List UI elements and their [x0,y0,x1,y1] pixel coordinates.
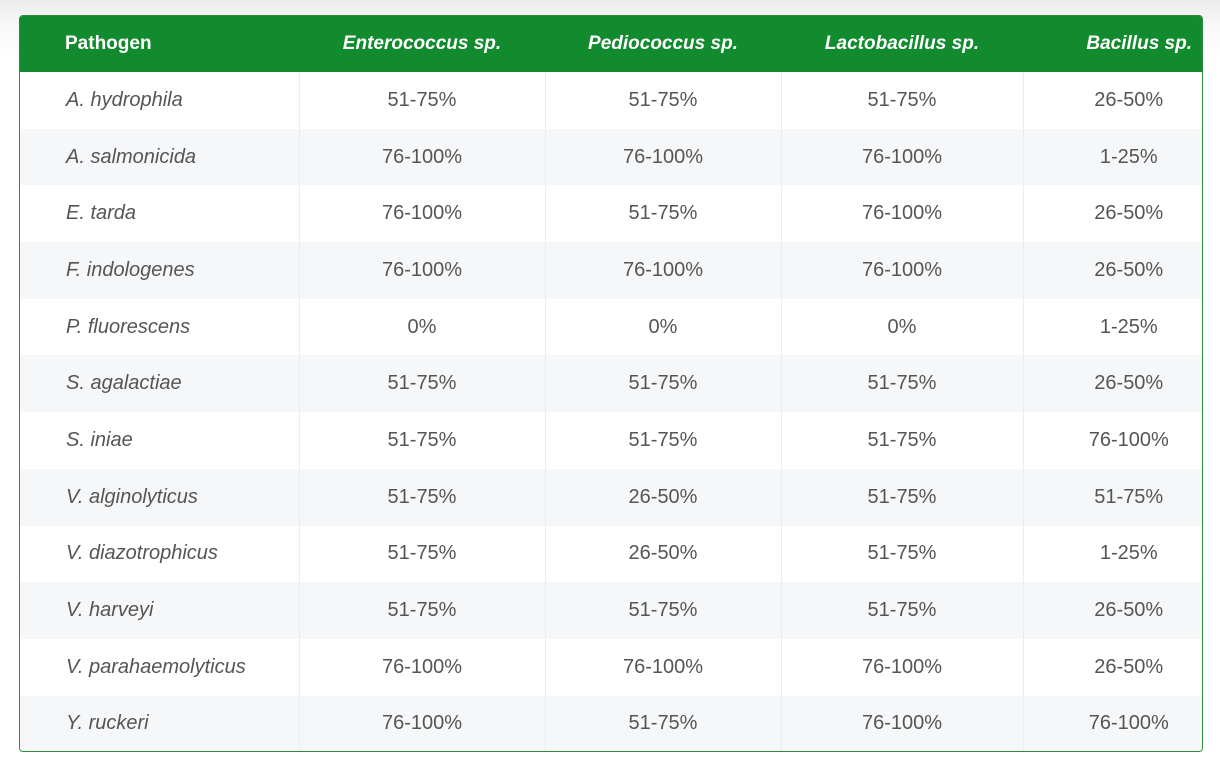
table-row: F. indologenes 76-100% 76-100% 76-100% 26-50… [20,242,1202,299]
lactobacillus-cell: 51-75% [780,468,1023,526]
table-row: S. agalactiae 51-75% 51-75% 51-75% 26-50% [20,355,1202,413]
table-row: V. alginolyticus 51-75% 26-50% 51-75% 51-75% [20,468,1202,526]
table-row: V. diazotrophicus 51-75% 26-50% 51-75% 1-25% [20,525,1202,583]
pathogen-cell: Y. ruckeri [66,712,149,735]
pediococcus-cell: 0% [544,298,781,356]
enterococcus-cell: 76-100% [298,695,545,751]
lactobacillus-cell: 76-100% [780,695,1023,751]
header-cell-pediococcus: Pediococcus sp. [588,33,738,54]
table-row: V. parahaemolyticus 76-100% 76-100% 76-100%… [20,638,1202,696]
pediococcus-cell: 76-100% [544,242,781,299]
table-row: A. hydrophila 51-75% 51-75% 51-75% 26-50% [20,72,1202,129]
header-cell-lactobacillus: Lactobacillus sp. [824,33,980,54]
pediococcus-cell: 76-100% [544,128,781,186]
enterococcus-cell: 0% [298,298,545,356]
bacillus-cell: 76-100% [1022,695,1202,751]
pathogen-cell: E. tarda [66,202,137,225]
enterococcus-cell: 51-75% [298,582,545,639]
lactobacillus-cell: 51-75% [780,582,1023,639]
header-row: Pathogen Enterococcus sp. Pediococcus sp… [20,16,1202,72]
table-row: Y. ruckeri 76-100% 51-75% 76-100% 76-100% [20,695,1202,751]
header-cell-pathogen: Pathogen [65,33,152,54]
bacillus-cell: 51-75% [1022,468,1202,526]
bacillus-cell: 26-50% [1022,185,1202,243]
lactobacillus-cell: 51-75% [780,72,1023,129]
lactobacillus-cell: 0% [780,298,1023,356]
data-table: Pathogen Enterococcus sp. Pediococcus sp… [20,16,1202,751]
enterococcus-cell: 51-75% [298,72,545,129]
lactobacillus-cell: 76-100% [780,185,1023,243]
pathogen-cell: V. alginolyticus [66,485,198,508]
enterococcus-cell: 76-100% [298,638,545,696]
pathogen-cell: S. iniae [66,428,133,451]
enterococcus-cell: 51-75% [298,468,545,526]
enterococcus-cell: 51-75% [298,355,545,413]
pediococcus-cell: 51-75% [544,582,781,639]
enterococcus-cell: 51-75% [298,525,545,583]
pediococcus-cell: 51-75% [544,695,781,751]
table-header: Pathogen Enterococcus sp. Pediococcus sp… [20,16,1202,72]
bacillus-cell: 1-25% [1022,525,1202,583]
bacillus-cell: 26-50% [1022,638,1202,696]
pathogen-cell: S. agalactiae [66,372,182,395]
pathogen-cell: A. salmonicida [66,145,197,168]
table-row: S. iniae 51-75% 51-75% 51-75% 76-100% [20,412,1202,469]
lactobacillus-cell: 76-100% [780,638,1023,696]
pediococcus-cell: 51-75% [544,185,781,243]
table-row: E. tarda 76-100% 51-75% 76-100% 26-50% [20,185,1202,243]
lactobacillus-cell: 76-100% [780,242,1023,299]
table-row: V. harveyi 51-75% 51-75% 51-75% 26-50% [20,582,1202,639]
pathogen-inhibition-table: Pathogen Enterococcus sp. Pediococcus sp… [19,15,1203,752]
lactobacillus-cell: 76-100% [780,128,1023,186]
enterococcus-cell: 76-100% [298,242,545,299]
bacillus-cell: 26-50% [1022,355,1202,413]
pathogen-cell: F. indologenes [66,258,195,281]
table-row: P. fluorescens 0% 0% 0% 1-25% [20,298,1202,356]
pathogen-cell: V. parahaemolyticus [66,655,246,678]
enterococcus-cell: 76-100% [298,185,545,243]
bacillus-cell: 1-25% [1022,298,1202,356]
pediococcus-cell: 51-75% [544,355,781,413]
bacillus-cell: 26-50% [1022,582,1202,639]
pediococcus-cell: 76-100% [544,638,781,696]
table-row: A. salmonicida 76-100% 76-100% 76-100% 1-25% [20,128,1202,186]
pathogen-cell: A. hydrophila [66,88,183,111]
pediococcus-cell: 51-75% [544,72,781,129]
pathogen-cell: P. fluorescens [66,315,191,338]
bacillus-cell: 26-50% [1022,242,1202,299]
header-cell-enterococcus: Enterococcus sp. [342,33,502,54]
header-cell-bacillus: Bacillus sp. [1086,33,1192,54]
lactobacillus-cell: 51-75% [780,525,1023,583]
lactobacillus-cell: 51-75% [780,412,1023,469]
pathogen-cell: V. diazotrophicus [66,542,218,565]
bacillus-cell: 76-100% [1022,412,1202,469]
enterococcus-cell: 76-100% [298,128,545,186]
pathogen-cell: V. harveyi [66,599,154,622]
table-body: A. hydrophila 51-75% 51-75% 51-75% 26-50% A. … [20,72,1202,751]
bacillus-cell: 26-50% [1022,72,1202,129]
pediococcus-cell: 51-75% [544,412,781,469]
bacillus-cell: 1-25% [1022,128,1202,186]
pediococcus-cell: 26-50% [544,468,781,526]
lactobacillus-cell: 51-75% [780,355,1023,413]
enterococcus-cell: 51-75% [298,412,545,469]
pediococcus-cell: 26-50% [544,525,781,583]
